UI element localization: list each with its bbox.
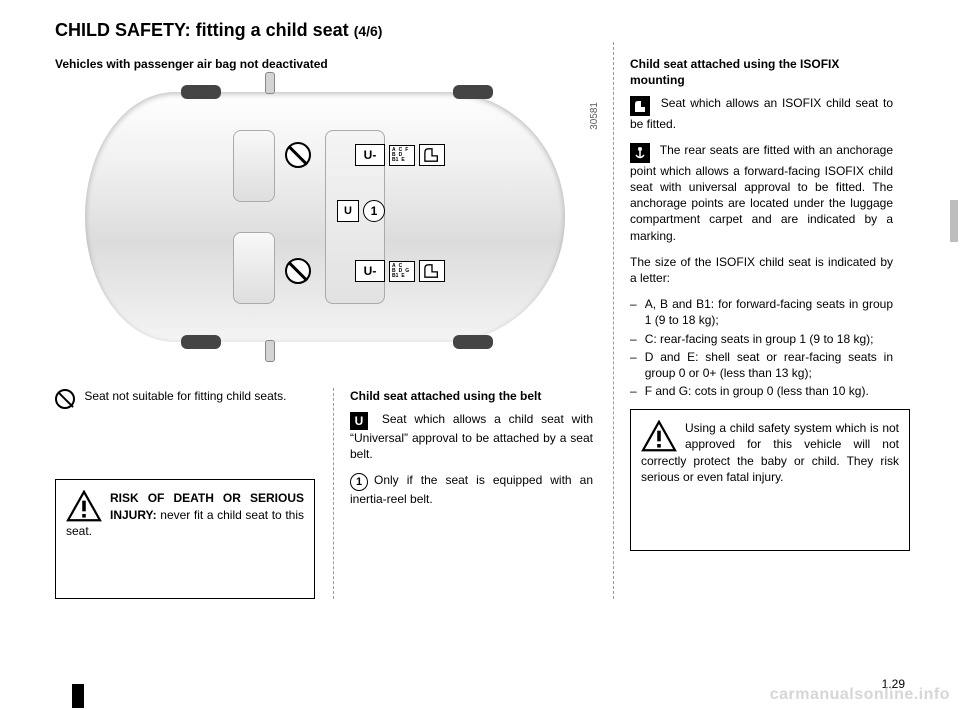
child-seat-icon [419,260,445,282]
title-main: CHILD SAFETY: fitting a child seat [55,20,354,40]
warning-triangle-icon [66,490,102,522]
diagram-ref-number: 30581 [588,102,602,130]
seat-badge-row-top: U- ACF BD B1E [285,142,445,168]
prohibited-icon [285,142,311,168]
front-seat-icon [233,232,275,304]
circle-1-icon: 1 [350,473,368,491]
title-part: (4/6) [354,23,383,39]
subtitle: Vehicles with passenger air bag not deac… [55,56,595,72]
list-item: F and G: cots in group 0 (less than 10 k… [630,383,893,399]
u-icon: U [350,412,368,430]
isofix-size-intro: The size of the ISOFIX child seat is ind… [630,254,893,286]
wheel-icon [181,335,221,349]
belt-u-paragraph: U Seat which allows a child seat with “U… [350,411,593,462]
mirror-icon [265,340,275,362]
isofix-size-list: A, B and B1: for forward-facing seats in… [630,296,893,399]
prohibited-icon [285,258,311,284]
front-seat-icon [233,130,275,202]
belt-heading: Child seat attached using the belt [350,388,593,404]
lower-two-columns: Seat not suitable for fitting child seat… [55,388,595,599]
warning-box-approval: Using a child safety system which is not… [630,409,910,551]
isofix-heading: Child seat attached using the ISOFIX mou… [630,56,893,88]
warning-box-death: RISK OF DEATH OR SERIOUS INJURY: never f… [55,479,315,599]
list-item: D and E: shell seat or rear-facing seats… [630,349,893,381]
page-content: CHILD SAFETY: fitting a child seat (4/6)… [55,18,905,599]
isofix-p1: Seat which allows an ISOFIX child seat t… [630,95,893,132]
car-outline: U- ACF BD B1E U 1 [85,92,565,342]
notfit-text: Seat not suitable for fitting child seat… [81,389,286,403]
u-badge: U [337,200,359,222]
u-minus-badge: U- [355,144,385,166]
belt-u-text: Seat which allows a child seat with “Uni… [350,412,593,461]
isofix-anchor-icon [630,143,650,163]
seat-badge-row-mid: U 1 [337,200,385,222]
wheel-icon [453,85,493,99]
wheel-icon [181,85,221,99]
list-item: A, B and B1: for forward-facing seats in… [630,296,893,328]
list-item: C: rear-facing seats in group 1 (9 to 18… [630,331,893,347]
wheel-icon [453,335,493,349]
isofix-p2: The rear seats are fitted with an anchor… [630,142,893,244]
seat-badge-row-bottom: U- AC BDG B1E [285,258,445,284]
belt-column: Child seat attached using the belt U Sea… [333,388,593,599]
notfit-paragraph: Seat not suitable for fitting child seat… [55,388,315,409]
vehicle-diagram: 30581 U- ACF [55,92,595,382]
page-side-tab [950,200,958,242]
left-column: Vehicles with passenger air bag not deac… [55,42,595,599]
u-minus-badge: U- [355,260,385,282]
mirror-icon [265,72,275,94]
size-letters-badge: AC BDG B1E [389,261,415,283]
watermark: carmanualsonline.info [770,684,950,706]
isofix-seat-icon [630,96,650,116]
page-foot-tab [72,684,84,708]
belt-1-text: Only if the seat is equipped with an ine… [350,473,593,506]
circle-1-badge: 1 [363,200,385,222]
prohibited-icon [55,389,75,409]
warning-triangle-icon [641,420,677,452]
page-title: CHILD SAFETY: fitting a child seat (4/6) [55,18,905,42]
isofix-column: Child seat attached using the ISOFIX mou… [613,42,893,599]
warning-text: Using a child safety system which is not… [641,421,899,484]
notfit-column: Seat not suitable for fitting child seat… [55,388,315,599]
child-seat-icon [419,144,445,166]
belt-1-paragraph: 1Only if the seat is equipped with an in… [350,472,593,507]
size-letters-badge: ACF BD B1E [389,145,415,167]
